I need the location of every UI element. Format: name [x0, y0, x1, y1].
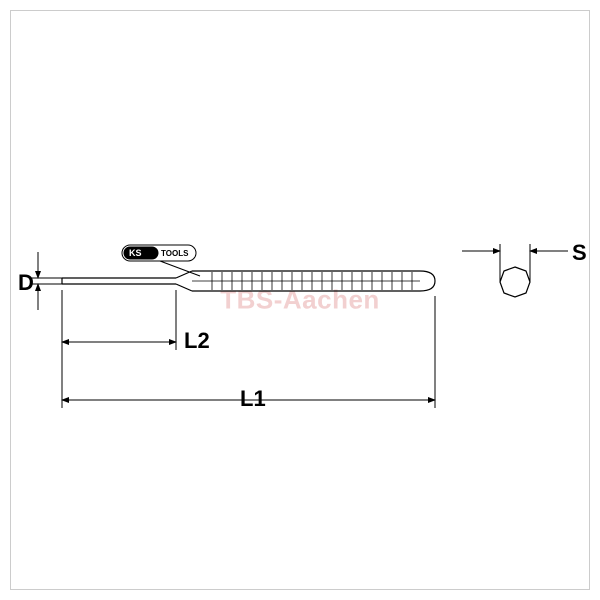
diagram-svg: KS TOOLS — [0, 0, 600, 600]
brand-logo: KS TOOLS — [122, 245, 200, 276]
svg-text:TOOLS: TOOLS — [161, 249, 189, 258]
tool-drawing — [62, 271, 435, 291]
dim-S — [462, 244, 568, 282]
dim-D — [30, 252, 62, 310]
label-L1: L1 — [240, 386, 266, 412]
dim-L2 — [62, 290, 176, 350]
octagon-section — [500, 267, 530, 297]
label-D: D — [18, 270, 34, 296]
label-S: S — [572, 240, 587, 266]
label-L2: L2 — [184, 328, 210, 354]
svg-text:KS: KS — [129, 248, 142, 258]
